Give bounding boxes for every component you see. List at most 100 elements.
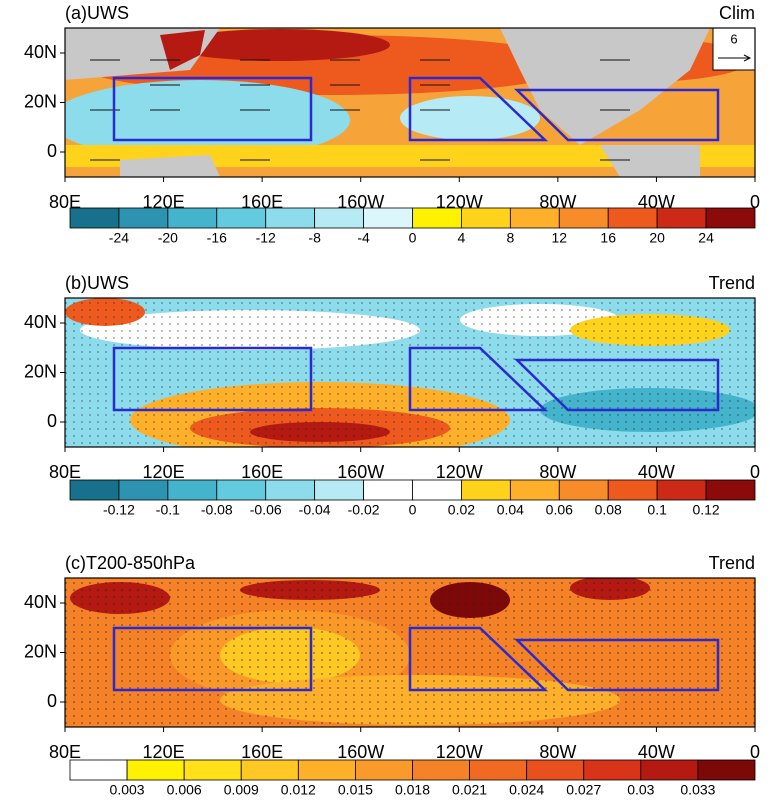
colorbar-label: 0.08 <box>595 502 622 518</box>
y-tick-label: 0 <box>47 141 57 161</box>
colorbar-label: -16 <box>207 230 227 246</box>
x-tick-label: 80W <box>539 742 576 762</box>
region-box <box>408 76 549 142</box>
colorbar-label: -24 <box>109 230 129 246</box>
x-tick-label: 80W <box>539 192 576 212</box>
colorbar-box <box>705 207 756 229</box>
colorbar-label: -0.08 <box>201 502 233 518</box>
x-tick-label: 160E <box>241 192 283 212</box>
colorbar-label: 0.021 <box>452 782 487 798</box>
colorbar-box <box>461 207 511 229</box>
region-box <box>408 346 549 412</box>
x-tick-label: 40W <box>638 192 675 212</box>
y-tick-label: 40N <box>24 42 57 62</box>
colorbar-label: -8 <box>308 230 321 246</box>
colorbar-box <box>461 479 511 501</box>
colorbar-label: 16 <box>600 230 616 246</box>
y-tick-label: 40N <box>24 312 57 332</box>
panel: (a)UWS Clim 6 40N 20N 0 80E 120E 160E 160W 120W 80W… <box>24 3 760 212</box>
panel-tag: Trend <box>709 273 755 293</box>
colorbar-label: 0.009 <box>224 782 259 798</box>
colorbar-box <box>240 759 299 781</box>
x-tick-label: 80W <box>539 462 576 482</box>
colorbar-box <box>412 207 462 229</box>
x-tick-label: 120E <box>143 742 185 762</box>
colorbar-label: -0.02 <box>348 502 380 518</box>
colorbar-box <box>183 759 242 781</box>
colorbar-box <box>469 759 528 781</box>
colorbar-label: 0.03 <box>627 782 654 798</box>
colorbar-label: -0.06 <box>250 502 282 518</box>
panel-tag: Trend <box>709 553 755 573</box>
panel: (c)T200-850hPa Trend 40N 20N 0 80E 120E 160E 160… <box>24 553 760 762</box>
x-tick-label: 160E <box>241 742 283 762</box>
region-box <box>112 626 313 692</box>
x-tick-label: 120W <box>436 742 483 762</box>
x-tick-label: 0 <box>750 742 760 762</box>
colorbar-box <box>297 759 356 781</box>
region-box <box>513 358 720 412</box>
y-tick-label: 20N <box>24 361 57 381</box>
colorbar-label: 0.1 <box>647 502 667 518</box>
x-tick-label: 40W <box>638 462 675 482</box>
colorbar-label: -4 <box>357 230 370 246</box>
region-box <box>513 88 720 142</box>
region-box <box>112 346 313 412</box>
colorbar-box <box>607 207 658 229</box>
colorbar-box <box>265 207 316 229</box>
colorbar-label: 0.006 <box>167 782 202 798</box>
colorbar-box <box>69 479 120 501</box>
x-tick-label: 120W <box>436 192 483 212</box>
y-tick-label: 20N <box>24 641 57 661</box>
map-a <box>65 28 755 177</box>
x-tick-label: 80E <box>49 462 81 482</box>
colorbar: -24 -20 -16 -12 -8 -4 0 4 8 12 16 20 24 <box>69 207 756 246</box>
colorbar-label: 0.003 <box>110 782 145 798</box>
colorbar-label: 0.015 <box>338 782 373 798</box>
panel-label: (a)UWS <box>65 3 129 23</box>
colorbar-label: 0.018 <box>395 782 430 798</box>
x-tick-label: 120W <box>436 462 483 482</box>
colorbar-label: 0.04 <box>497 502 524 518</box>
region-box <box>513 638 720 692</box>
panel-label: (b)UWS <box>65 273 129 293</box>
colorbar-label: 8 <box>506 230 514 246</box>
colorbar-box <box>509 479 560 501</box>
colorbar-box <box>265 479 316 501</box>
x-tick-label: 80E <box>49 742 81 762</box>
y-tick-label: 0 <box>47 411 57 431</box>
colorbar-box <box>216 207 267 229</box>
colorbar-label: -0.1 <box>156 502 180 518</box>
colorbar-box <box>216 479 267 501</box>
colorbar-label: 0 <box>409 502 417 518</box>
colorbar-box <box>412 759 470 781</box>
colorbar-box <box>363 207 413 229</box>
y-tick-label: 20N <box>24 91 57 111</box>
region-box <box>112 76 313 142</box>
colorbar-label: -12 <box>256 230 276 246</box>
colorbar-label: 0.024 <box>509 782 544 798</box>
colorbar: -0.12 -0.1 -0.08 -0.06 -0.04 -0.02 0 0.02 0.04 0.… <box>69 479 756 518</box>
colorbar-box <box>697 759 756 781</box>
colorbar-label: 0.06 <box>546 502 573 518</box>
colorbar-box <box>355 759 413 781</box>
x-tick-label: 160W <box>337 192 384 212</box>
colorbar-box <box>126 759 185 781</box>
colorbar-box <box>526 759 585 781</box>
colorbar-box <box>656 479 707 501</box>
x-tick-label: 80E <box>49 192 81 212</box>
colorbar-box <box>607 479 658 501</box>
colorbar-label: 0 <box>409 230 417 246</box>
colorbar-box <box>583 759 642 781</box>
colorbar-label: 0.02 <box>448 502 475 518</box>
x-tick-label: 0 <box>750 462 760 482</box>
colorbar-box <box>69 207 120 229</box>
x-tick-label: 160W <box>337 462 384 482</box>
colorbar-label: 4 <box>458 230 466 246</box>
colorbar-box <box>363 479 413 501</box>
colorbar-box <box>656 207 707 229</box>
colorbar-label: -0.12 <box>103 502 135 518</box>
colorbar-label: 0.033 <box>680 782 715 798</box>
region-box <box>408 626 549 692</box>
colorbar-box <box>167 479 218 501</box>
